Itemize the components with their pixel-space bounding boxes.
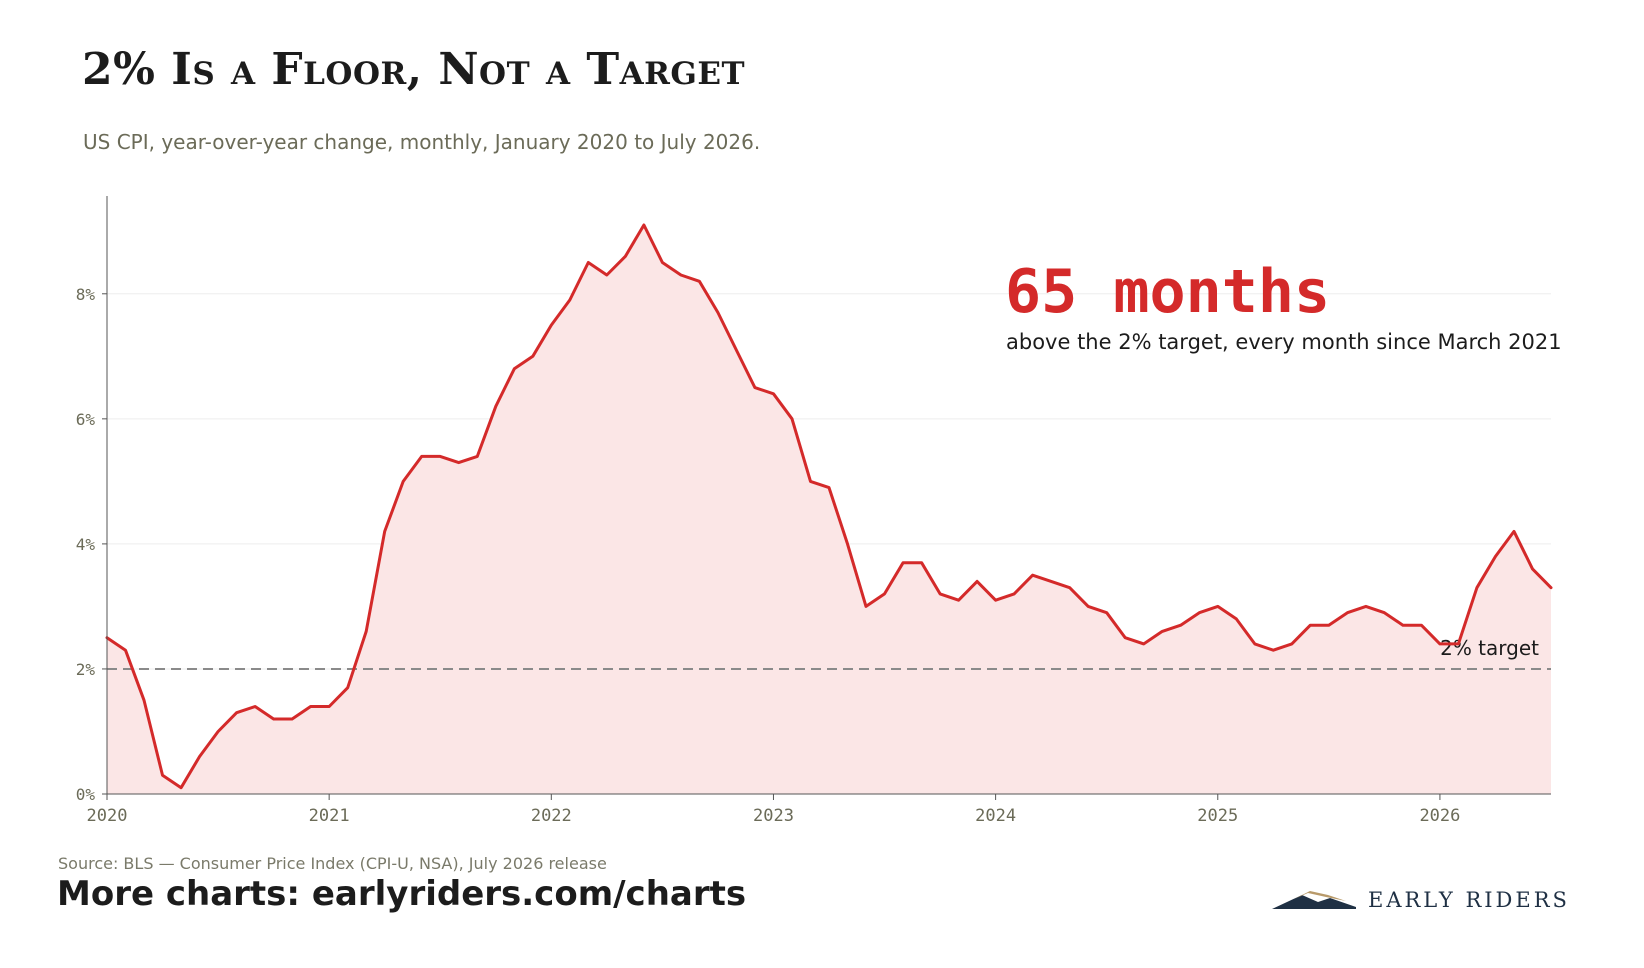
series-area-fill xyxy=(107,225,1551,794)
mountain-logo-icon xyxy=(1272,891,1356,909)
y-tick-label: 0% xyxy=(76,785,96,804)
chart-title: 2% Is a Floor, Not a Target xyxy=(82,44,746,95)
y-tick-label: 8% xyxy=(76,285,96,304)
y-tick-label: 6% xyxy=(76,410,96,429)
logo-text: EARLY RIDERS xyxy=(1368,888,1570,912)
callout-text: above the 2% target, every month since M… xyxy=(1006,330,1562,354)
x-tick-label: 2025 xyxy=(1197,806,1238,826)
x-tick-label: 2023 xyxy=(753,806,794,826)
source-note: Source: BLS — Consumer Price Index (CPI-… xyxy=(58,854,607,873)
x-tick-label: 2021 xyxy=(309,806,350,826)
callout-value: 65 months xyxy=(1005,257,1331,327)
more-charts-link[interactable]: More charts: earlyriders.com/charts xyxy=(57,874,747,914)
y-tick-label: 4% xyxy=(76,535,96,554)
early-riders-logo: EARLY RIDERS xyxy=(1272,888,1570,912)
chart-subtitle: US CPI, year-over-year change, monthly, … xyxy=(83,130,761,154)
x-tick-label: 2020 xyxy=(87,806,128,826)
series-line xyxy=(105,223,1553,790)
x-tick-label: 2022 xyxy=(531,806,572,826)
x-tick-label: 2024 xyxy=(975,806,1016,826)
target-label: 2% target xyxy=(1440,636,1539,660)
x-tick-label: 2026 xyxy=(1419,806,1460,826)
y-tick-label: 2% xyxy=(76,660,96,679)
